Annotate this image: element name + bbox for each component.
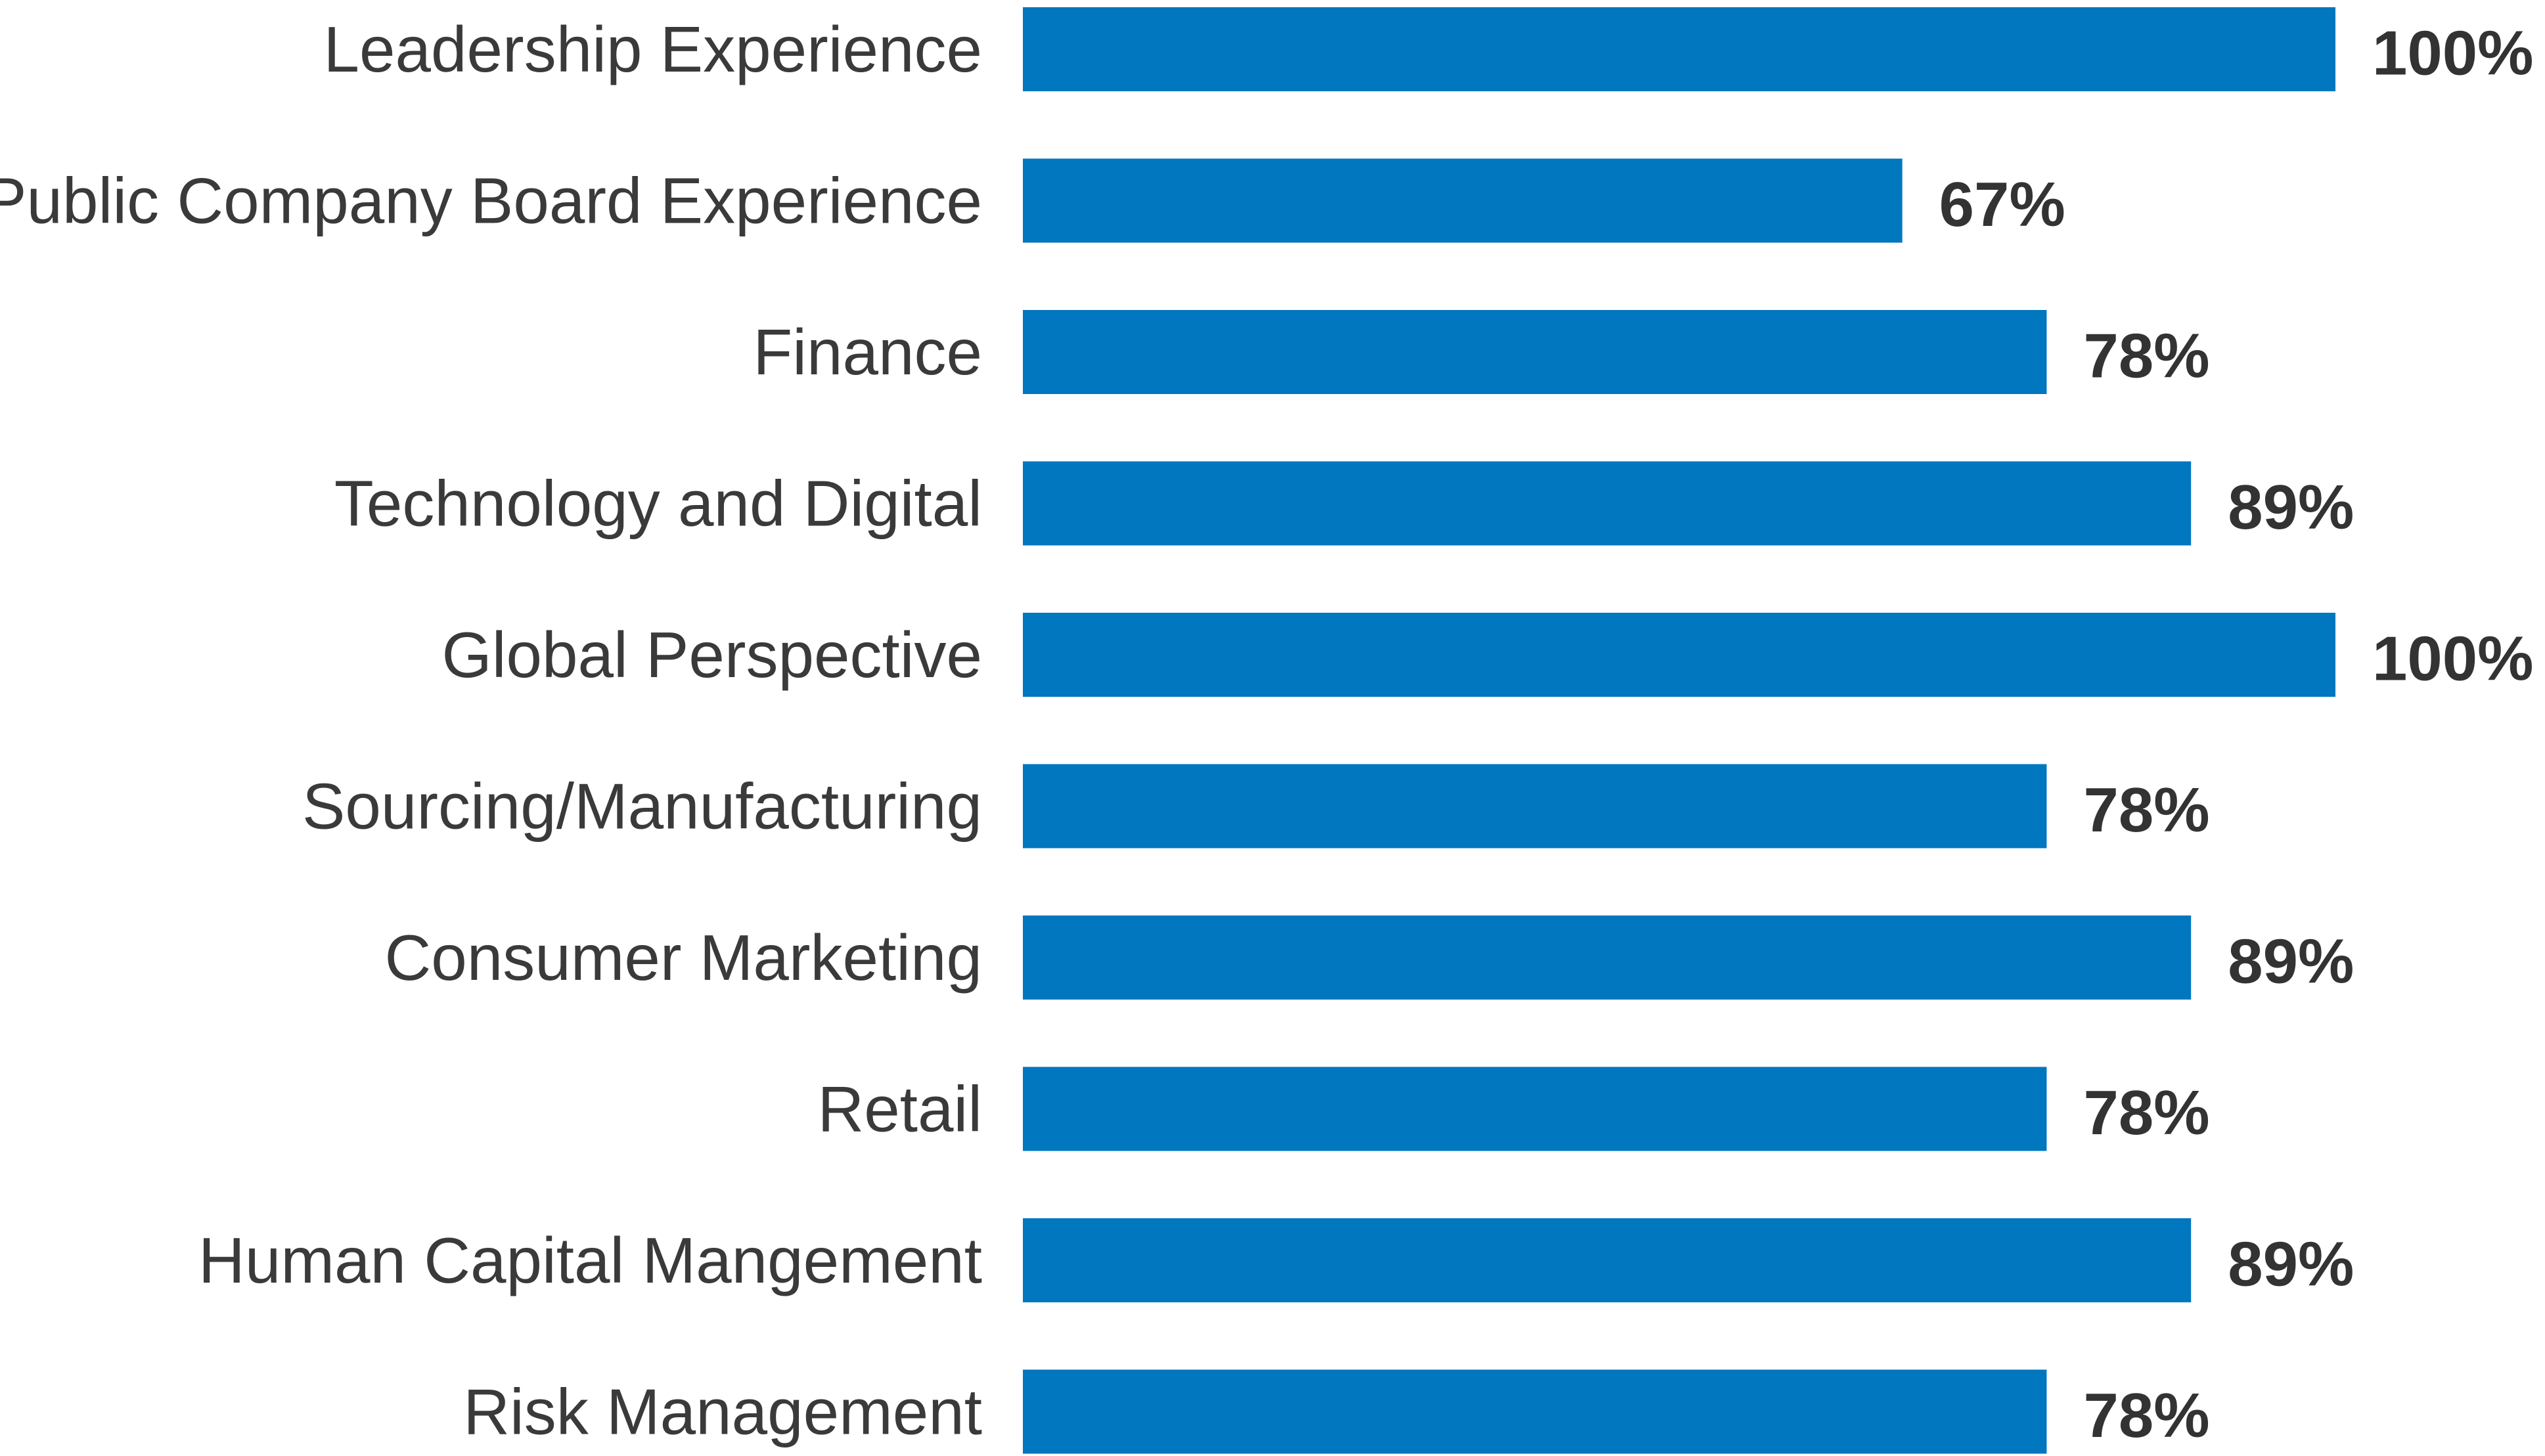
category-label-consumer-marketing: Consumer Marketing bbox=[384, 921, 982, 994]
bar-leadership-experience bbox=[1023, 7, 2335, 91]
value-label-risk-management: 78% bbox=[2083, 1380, 2209, 1451]
bar-global-perspective bbox=[1023, 613, 2335, 697]
value-label-global-perspective: 100% bbox=[2372, 624, 2534, 694]
bar-risk-management bbox=[1023, 1369, 2047, 1454]
value-label-public-company-board-experience: 67% bbox=[1939, 169, 2065, 240]
category-label-technology-and-digital: Technology and Digital bbox=[334, 468, 982, 540]
value-label-leadership-experience: 100% bbox=[2372, 18, 2534, 89]
value-label-human-capital-mangement: 89% bbox=[2228, 1229, 2354, 1300]
category-label-retail: Retail bbox=[817, 1073, 982, 1145]
category-label-risk-management: Risk Management bbox=[463, 1376, 982, 1448]
bar-retail bbox=[1023, 1067, 2047, 1151]
bars-group bbox=[1023, 7, 2335, 1454]
bar-human-capital-mangement bbox=[1023, 1218, 2192, 1302]
value-label-consumer-marketing: 89% bbox=[2228, 927, 2354, 997]
category-label-global-perspective: Global Perspective bbox=[441, 619, 982, 691]
category-labels-group: Leadership Experience Public Company Boar… bbox=[0, 13, 982, 1448]
value-label-finance: 78% bbox=[2083, 321, 2209, 391]
category-label-sourcing-manufacturing: Sourcing/Manufacturing bbox=[302, 770, 982, 843]
category-label-leadership-experience: Leadership Experience bbox=[324, 13, 982, 85]
bar-sourcing-manufacturing bbox=[1023, 764, 2047, 849]
value-label-sourcing-manufacturing: 78% bbox=[2083, 775, 2209, 845]
bar-technology-and-digital bbox=[1023, 461, 2192, 546]
value-label-retail: 78% bbox=[2083, 1078, 2209, 1148]
bar-public-company-board-experience bbox=[1023, 158, 1903, 243]
value-label-technology-and-digital: 89% bbox=[2228, 472, 2354, 542]
bar-consumer-marketing bbox=[1023, 916, 2192, 1000]
category-label-finance: Finance bbox=[753, 316, 982, 388]
category-label-public-company-board-experience: Public Company Board Experience bbox=[0, 165, 982, 237]
value-labels-group: 100% 67% 78% 89% 100% 78% 89% 78% 89% 78% bbox=[1939, 18, 2534, 1451]
category-label-human-capital-mangement: Human Capital Mangement bbox=[198, 1224, 982, 1296]
bar-finance bbox=[1023, 310, 2047, 394]
